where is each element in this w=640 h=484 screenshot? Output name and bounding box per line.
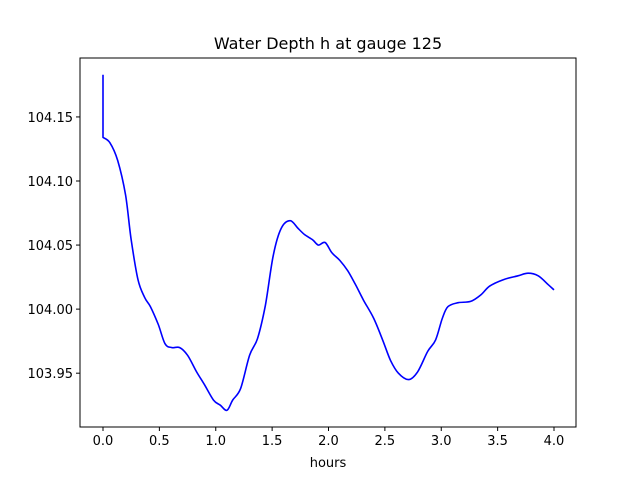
- x-axis: 0.0 0.5 1.0 1.5 2.0 2.5 3.0 3.5 4.0: [93, 427, 565, 449]
- y-tick-label: 104.15: [28, 111, 74, 126]
- x-axis-label: hours: [310, 456, 347, 471]
- x-tick-label: 3.0: [431, 434, 452, 449]
- x-tick-label: 2.5: [375, 434, 396, 449]
- x-tick-label: 4.0: [544, 434, 565, 449]
- y-tick-label: 104.10: [28, 175, 74, 190]
- x-tick-label: 1.0: [205, 434, 226, 449]
- y-tick-label: 103.95: [28, 367, 74, 382]
- x-tick-label: 0.5: [149, 434, 170, 449]
- x-tick-label: 3.5: [487, 434, 508, 449]
- x-tick-label: 2.0: [318, 434, 339, 449]
- y-axis: 103.95 104.00 104.05 104.10 104.15: [28, 111, 80, 382]
- y-tick-label: 104.00: [28, 303, 74, 318]
- x-tick-label: 1.5: [262, 434, 283, 449]
- chart-title: Water Depth h at gauge 125: [214, 34, 442, 53]
- plot-frame: [79, 57, 577, 428]
- series-line-h: [102, 74, 555, 412]
- y-tick-label: 104.05: [28, 239, 74, 254]
- x-tick-label: 0.0: [93, 434, 114, 449]
